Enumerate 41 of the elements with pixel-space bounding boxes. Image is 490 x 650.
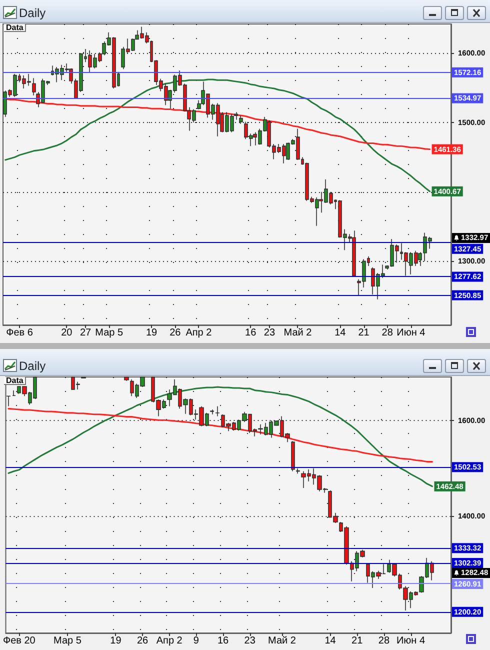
candlestick bbox=[32, 78, 36, 96]
x-tick-label: 28 bbox=[382, 328, 394, 338]
annotation: Data bbox=[4, 23, 26, 32]
x-tick-label: 26 bbox=[136, 636, 149, 646]
x-tick-label: 27 bbox=[80, 328, 92, 338]
x-tick-label: 16 bbox=[217, 636, 230, 646]
candlestick bbox=[124, 376, 129, 382]
x-tick-label: 14 bbox=[324, 636, 336, 646]
x-tick-label: 19 bbox=[146, 328, 158, 338]
x-tick-label: 9 bbox=[193, 636, 200, 646]
x-tick-label: 21 bbox=[358, 328, 370, 338]
x-tick-label: 26 bbox=[170, 328, 182, 338]
x-tick-label: Май 2 bbox=[284, 328, 312, 338]
chart-title: Daily bbox=[19, 6, 46, 20]
chart-title: Daily bbox=[19, 359, 46, 373]
x-tick-label: 23 bbox=[244, 636, 256, 646]
x-tick-label: 20 bbox=[61, 328, 73, 338]
x-tick-label: 28 bbox=[378, 636, 390, 646]
x-tick-label: Июн 4 bbox=[396, 328, 426, 338]
candlestick bbox=[296, 468, 300, 474]
x-tick-label: Мар 5 bbox=[54, 636, 82, 646]
x-tick-label: 19 bbox=[110, 636, 122, 646]
candlestick bbox=[12, 390, 16, 396]
x-tick-label: 21 bbox=[352, 636, 364, 646]
candlestick bbox=[210, 409, 214, 415]
x-tick-label: Апр 2 bbox=[156, 636, 183, 646]
x-tick-label: Фев 6 bbox=[6, 328, 34, 338]
x-tick-label: 16 bbox=[245, 328, 257, 338]
x-tick-label: Май 2 bbox=[268, 636, 296, 646]
x-tick-label: 14 bbox=[334, 328, 346, 338]
candlestick bbox=[215, 406, 220, 417]
x-tick-label: Июн 4 bbox=[396, 636, 426, 646]
x-tick-label: Апр 2 bbox=[186, 328, 212, 338]
x-tick-label: Мар 5 bbox=[95, 328, 124, 338]
line-series bbox=[8, 408, 433, 462]
x-tick-label: Фев 20 bbox=[2, 636, 36, 646]
candlestick bbox=[6, 396, 11, 407]
candlestick bbox=[291, 440, 295, 472]
x-tick-label: 23 bbox=[264, 328, 276, 338]
candlestick bbox=[234, 112, 238, 120]
annotation: Data bbox=[4, 376, 26, 385]
